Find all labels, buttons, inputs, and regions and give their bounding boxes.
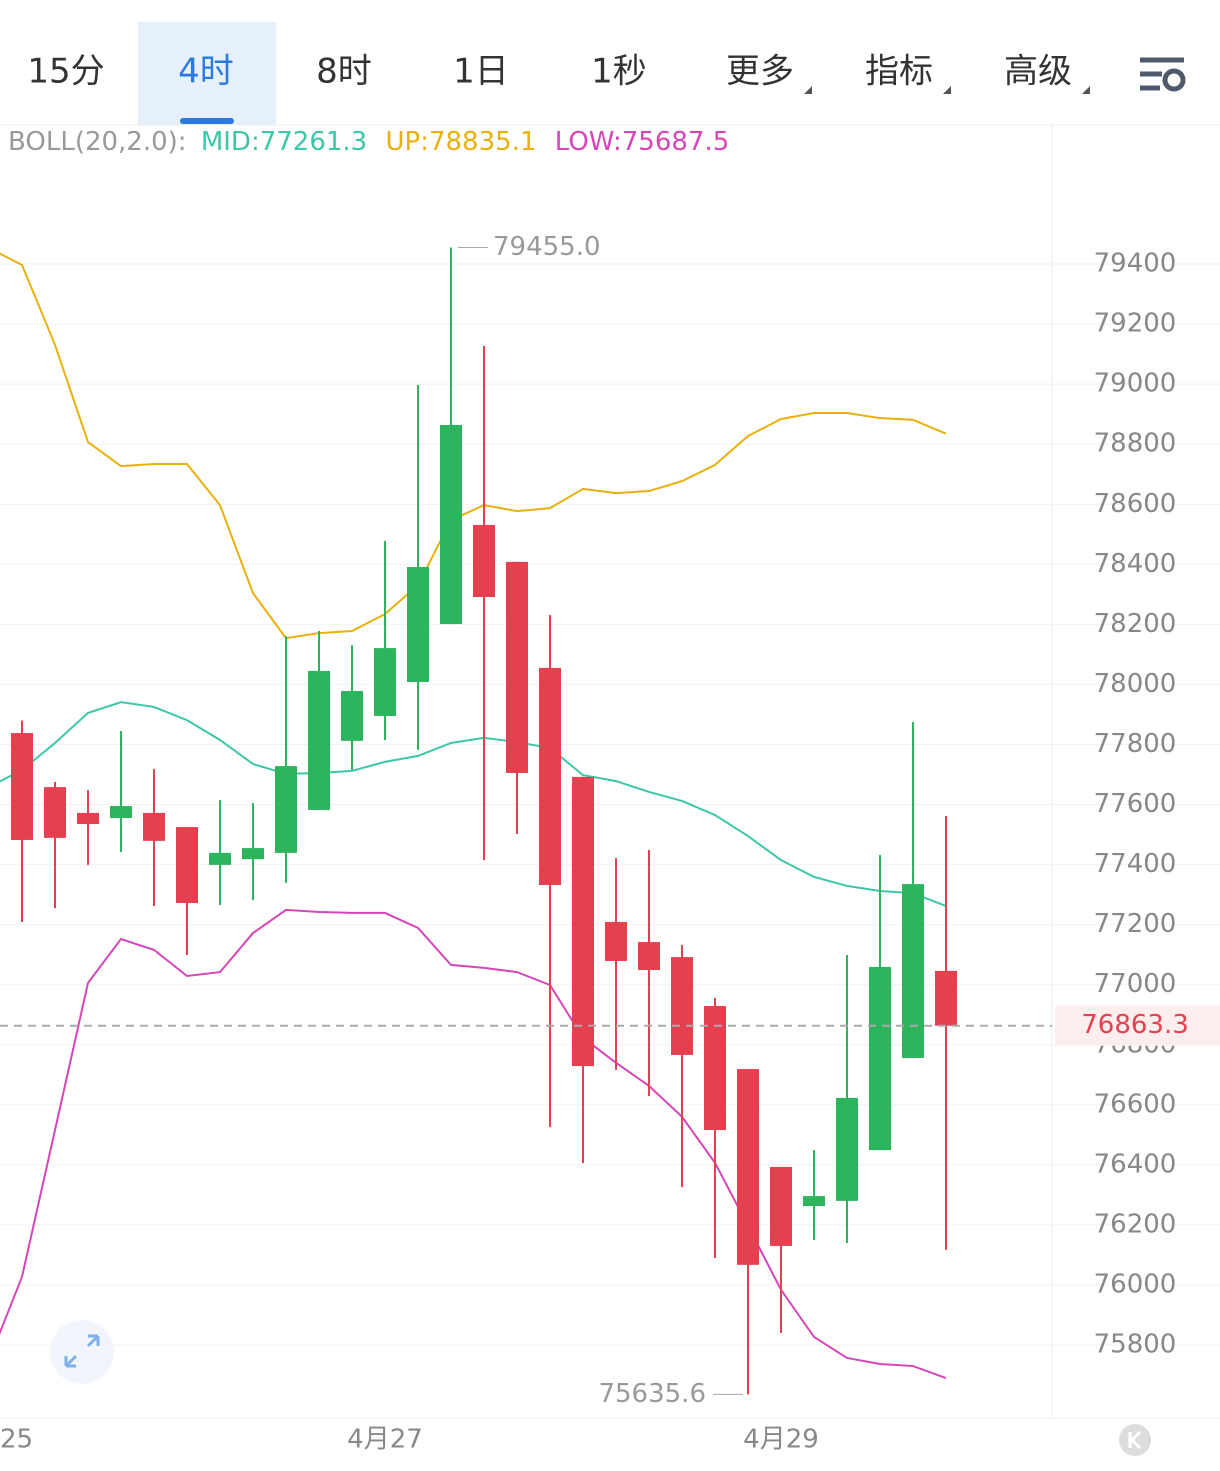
y-tick-label: 79200	[1094, 309, 1177, 339]
tab[interactable]: 更多	[726, 52, 794, 92]
y-tick-label: 76200	[1094, 1209, 1177, 1239]
indicator-name: BOLL(20,2.0):	[8, 127, 187, 157]
candle-body	[275, 766, 297, 853]
candle-body	[803, 1196, 825, 1207]
max-label: 79455.0	[493, 232, 601, 262]
legend-entry: MID:77261.3	[201, 127, 367, 157]
last-price-tag	[1055, 1005, 1220, 1046]
candle-body	[176, 827, 198, 904]
candle-body	[407, 567, 429, 683]
tab[interactable]: 高级	[1004, 52, 1072, 92]
tab[interactable]: 4时	[178, 52, 234, 92]
reset-icon	[1128, 1430, 1142, 1450]
candle-body	[506, 561, 528, 774]
x-tick-label: 4月27	[347, 1425, 423, 1455]
y-tick-label: 77600	[1094, 789, 1177, 819]
dropdown-arrow	[804, 86, 812, 94]
boll-line	[0, 701, 947, 907]
candle-body	[770, 1166, 792, 1246]
boll-line	[0, 252, 947, 640]
candle-body	[308, 670, 330, 810]
y-tick-label: 78800	[1094, 429, 1177, 459]
y-tick-label: 78400	[1094, 549, 1177, 579]
x-tick-label: 25	[0, 1425, 33, 1455]
candle-body	[704, 1006, 726, 1131]
min-label: 75635.6	[598, 1379, 706, 1409]
dropdown-arrow	[943, 86, 951, 94]
last-price-label: 76863.3	[1081, 1010, 1189, 1040]
candle-body	[110, 806, 132, 819]
candle-body	[374, 648, 396, 716]
candle-body	[869, 966, 891, 1151]
y-tick-label: 78200	[1094, 609, 1177, 639]
x-tick-label: 4月29	[743, 1425, 819, 1455]
tab[interactable]: 指标	[865, 52, 933, 92]
legend-entry: UP:78835.1	[386, 127, 537, 157]
y-tick-label: 78600	[1094, 489, 1177, 519]
tab[interactable]: 1秒	[591, 52, 647, 92]
legend-entry: LOW:75687.5	[555, 127, 729, 157]
candle-body	[737, 1069, 759, 1265]
candle-body	[143, 812, 165, 841]
reset-button[interactable]	[1119, 1424, 1151, 1456]
candle-body	[605, 921, 627, 961]
candle-body	[539, 667, 561, 886]
active-tab-bg	[138, 22, 276, 125]
settings-icon[interactable]	[1140, 57, 1186, 92]
candle-body	[572, 776, 594, 1067]
candle-body	[671, 957, 693, 1055]
candle-body	[836, 1097, 858, 1201]
candle-body	[209, 852, 231, 865]
candle-body	[902, 884, 924, 1058]
expand-icon	[64, 1334, 100, 1368]
tab[interactable]: 15分	[27, 52, 104, 92]
y-tick-label: 79400	[1094, 249, 1177, 279]
y-tick-label: 76600	[1094, 1089, 1177, 1119]
y-tick-label: 77200	[1094, 909, 1177, 939]
y-tick-label: 77000	[1094, 969, 1177, 999]
y-tick-label: 77400	[1094, 849, 1177, 879]
tab[interactable]: 8时	[316, 52, 372, 92]
y-tick-label: 76000	[1094, 1269, 1177, 1299]
y-tick-label: 75800	[1094, 1330, 1177, 1360]
candle-body	[242, 848, 264, 860]
candle-body	[935, 970, 957, 1026]
candle-body	[440, 424, 462, 625]
y-tick-label: 79000	[1094, 369, 1177, 399]
candle-body	[638, 942, 660, 970]
expand-button[interactable]	[50, 1320, 114, 1384]
candle-body	[44, 787, 66, 838]
candle-body	[473, 524, 495, 598]
dropdown-arrow	[1082, 86, 1090, 94]
candle-body	[341, 691, 363, 741]
y-tick-label: 77800	[1094, 729, 1177, 759]
y-tick-label: 76400	[1094, 1149, 1177, 1179]
candle-body	[11, 733, 33, 840]
candle-body	[77, 812, 99, 825]
tab[interactable]: 1日	[453, 52, 509, 92]
y-tick-label: 78000	[1094, 669, 1177, 699]
active-tab-underline	[180, 118, 234, 124]
boll-line	[0, 908, 947, 1379]
indicator-legend: BOLL(20,2.0): MID:77261.3 UP:78835.1 LOW…	[8, 127, 729, 157]
